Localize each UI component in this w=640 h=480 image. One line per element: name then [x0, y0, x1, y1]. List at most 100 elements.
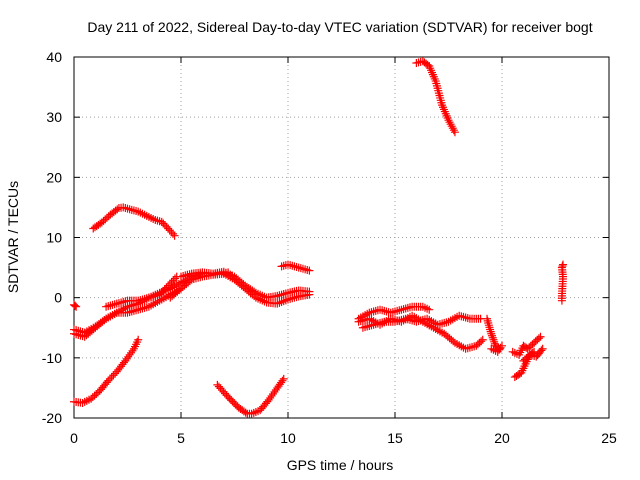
data-point — [127, 307, 136, 316]
data-point — [294, 263, 303, 272]
data-point — [266, 393, 275, 402]
data-point — [303, 265, 312, 274]
data-point — [132, 306, 141, 315]
data-point — [537, 346, 546, 355]
data-point — [113, 205, 122, 214]
data-point — [117, 298, 126, 307]
data-point — [363, 322, 372, 331]
y-tick-label: 20 — [46, 169, 62, 185]
data-point — [380, 306, 389, 315]
data-point — [165, 279, 174, 288]
data-point — [164, 281, 173, 290]
data-point — [123, 204, 132, 213]
data-point — [403, 303, 412, 312]
data-point — [292, 293, 301, 302]
data-point — [395, 316, 404, 325]
data-point — [448, 124, 457, 133]
data-point — [114, 299, 123, 308]
x-axis-label: GPS time / hours — [287, 457, 394, 473]
data-point — [296, 264, 305, 273]
data-point — [251, 407, 260, 416]
x-tick-label: 5 — [177, 430, 185, 446]
y-tick-label: -10 — [42, 350, 62, 366]
series-arc-u — [557, 260, 567, 305]
data-point — [269, 389, 278, 398]
data-point — [104, 302, 113, 311]
data-point — [397, 315, 406, 324]
data-point — [71, 301, 80, 310]
data-point — [72, 302, 81, 311]
series-arc-q — [487, 341, 506, 356]
data-point — [136, 305, 145, 314]
data-point — [134, 335, 143, 344]
data-point — [273, 291, 282, 300]
y-tick-label: 40 — [46, 49, 62, 65]
data-point — [391, 307, 399, 316]
data-point — [301, 265, 310, 274]
data-point — [70, 325, 78, 334]
data-point — [412, 59, 421, 68]
y-tick-label: 0 — [54, 290, 62, 306]
data-point — [397, 305, 406, 314]
data-point — [277, 262, 286, 271]
data-point — [376, 305, 385, 314]
data-point — [490, 337, 499, 346]
data-point — [298, 264, 307, 273]
data-point — [157, 288, 166, 297]
data-point — [241, 408, 250, 417]
data-point — [420, 303, 429, 312]
data-point — [461, 313, 470, 322]
series-arc-b — [70, 335, 143, 407]
data-point — [365, 321, 374, 330]
data-point — [278, 376, 287, 385]
data-point — [119, 297, 128, 306]
data-point — [558, 260, 567, 269]
data-point — [378, 306, 387, 315]
data-point — [279, 290, 288, 299]
series-arc-r — [508, 332, 545, 359]
data-point — [485, 323, 494, 332]
data-point — [290, 262, 299, 271]
data-point — [168, 229, 177, 238]
data-point — [138, 304, 147, 313]
data-point — [290, 293, 299, 302]
data-point — [124, 352, 133, 361]
data-point — [382, 307, 391, 316]
data-point — [486, 327, 495, 336]
data-point — [405, 303, 414, 312]
x-tick-label: 15 — [387, 430, 403, 446]
y-tick-label: -20 — [42, 410, 62, 426]
data-point — [125, 350, 134, 359]
data-point — [393, 306, 402, 315]
data-point — [288, 294, 297, 303]
data-point — [110, 300, 119, 309]
data-point — [107, 373, 116, 382]
data-point — [119, 203, 128, 212]
data-point — [162, 283, 171, 292]
chart-title: Day 211 of 2022, Sidereal Day-to-day VTE… — [87, 19, 592, 35]
y-axis-label: SDTVAR / TECUs — [5, 181, 21, 293]
data-point — [446, 120, 455, 129]
data-point — [488, 331, 497, 340]
series-arc-o — [412, 57, 459, 137]
data-point — [104, 376, 113, 385]
data-point — [122, 354, 131, 363]
data-point — [134, 305, 143, 314]
data-point — [493, 347, 502, 356]
data-point — [444, 116, 453, 125]
data-point — [498, 341, 506, 350]
data-point — [121, 297, 130, 306]
data-point — [484, 319, 493, 328]
data-point — [438, 319, 447, 328]
data-point — [109, 371, 118, 380]
data-point — [129, 306, 138, 315]
data-point — [447, 122, 456, 131]
data-point — [463, 344, 472, 353]
data-point — [121, 356, 130, 365]
data-point — [425, 305, 434, 314]
data-point — [279, 374, 288, 383]
data-point — [112, 299, 121, 308]
data-point — [127, 348, 136, 357]
data-point — [169, 276, 178, 285]
